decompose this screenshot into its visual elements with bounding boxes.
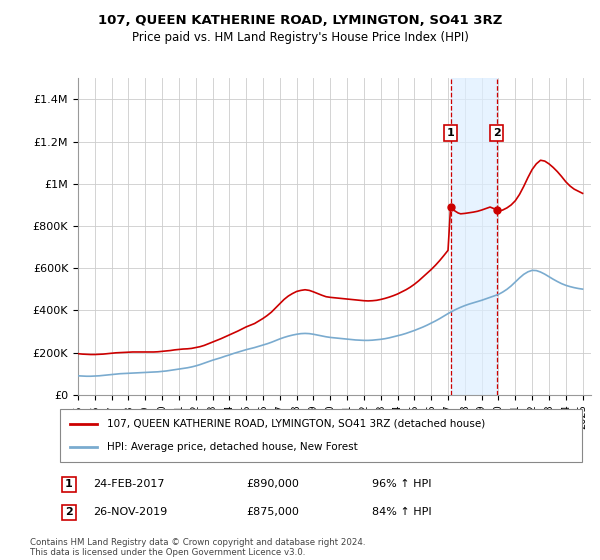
Bar xyxy=(451,78,497,395)
Text: £875,000: £875,000 xyxy=(246,507,299,517)
FancyBboxPatch shape xyxy=(60,409,582,462)
Text: 96% ↑ HPI: 96% ↑ HPI xyxy=(372,479,431,489)
Text: 24-FEB-2017: 24-FEB-2017 xyxy=(93,479,164,489)
Text: 1: 1 xyxy=(65,479,73,489)
Text: 1: 1 xyxy=(446,128,454,138)
Text: Price paid vs. HM Land Registry's House Price Index (HPI): Price paid vs. HM Land Registry's House … xyxy=(131,31,469,44)
Text: 2: 2 xyxy=(65,507,73,517)
Text: 26-NOV-2019: 26-NOV-2019 xyxy=(93,507,167,517)
Text: 107, QUEEN KATHERINE ROAD, LYMINGTON, SO41 3RZ (detached house): 107, QUEEN KATHERINE ROAD, LYMINGTON, SO… xyxy=(107,419,485,429)
Text: 2: 2 xyxy=(493,128,500,138)
Text: 84% ↑ HPI: 84% ↑ HPI xyxy=(372,507,431,517)
Text: HPI: Average price, detached house, New Forest: HPI: Average price, detached house, New … xyxy=(107,442,358,452)
Text: Contains HM Land Registry data © Crown copyright and database right 2024.
This d: Contains HM Land Registry data © Crown c… xyxy=(30,538,365,557)
Text: 107, QUEEN KATHERINE ROAD, LYMINGTON, SO41 3RZ: 107, QUEEN KATHERINE ROAD, LYMINGTON, SO… xyxy=(98,14,502,27)
Text: £890,000: £890,000 xyxy=(246,479,299,489)
